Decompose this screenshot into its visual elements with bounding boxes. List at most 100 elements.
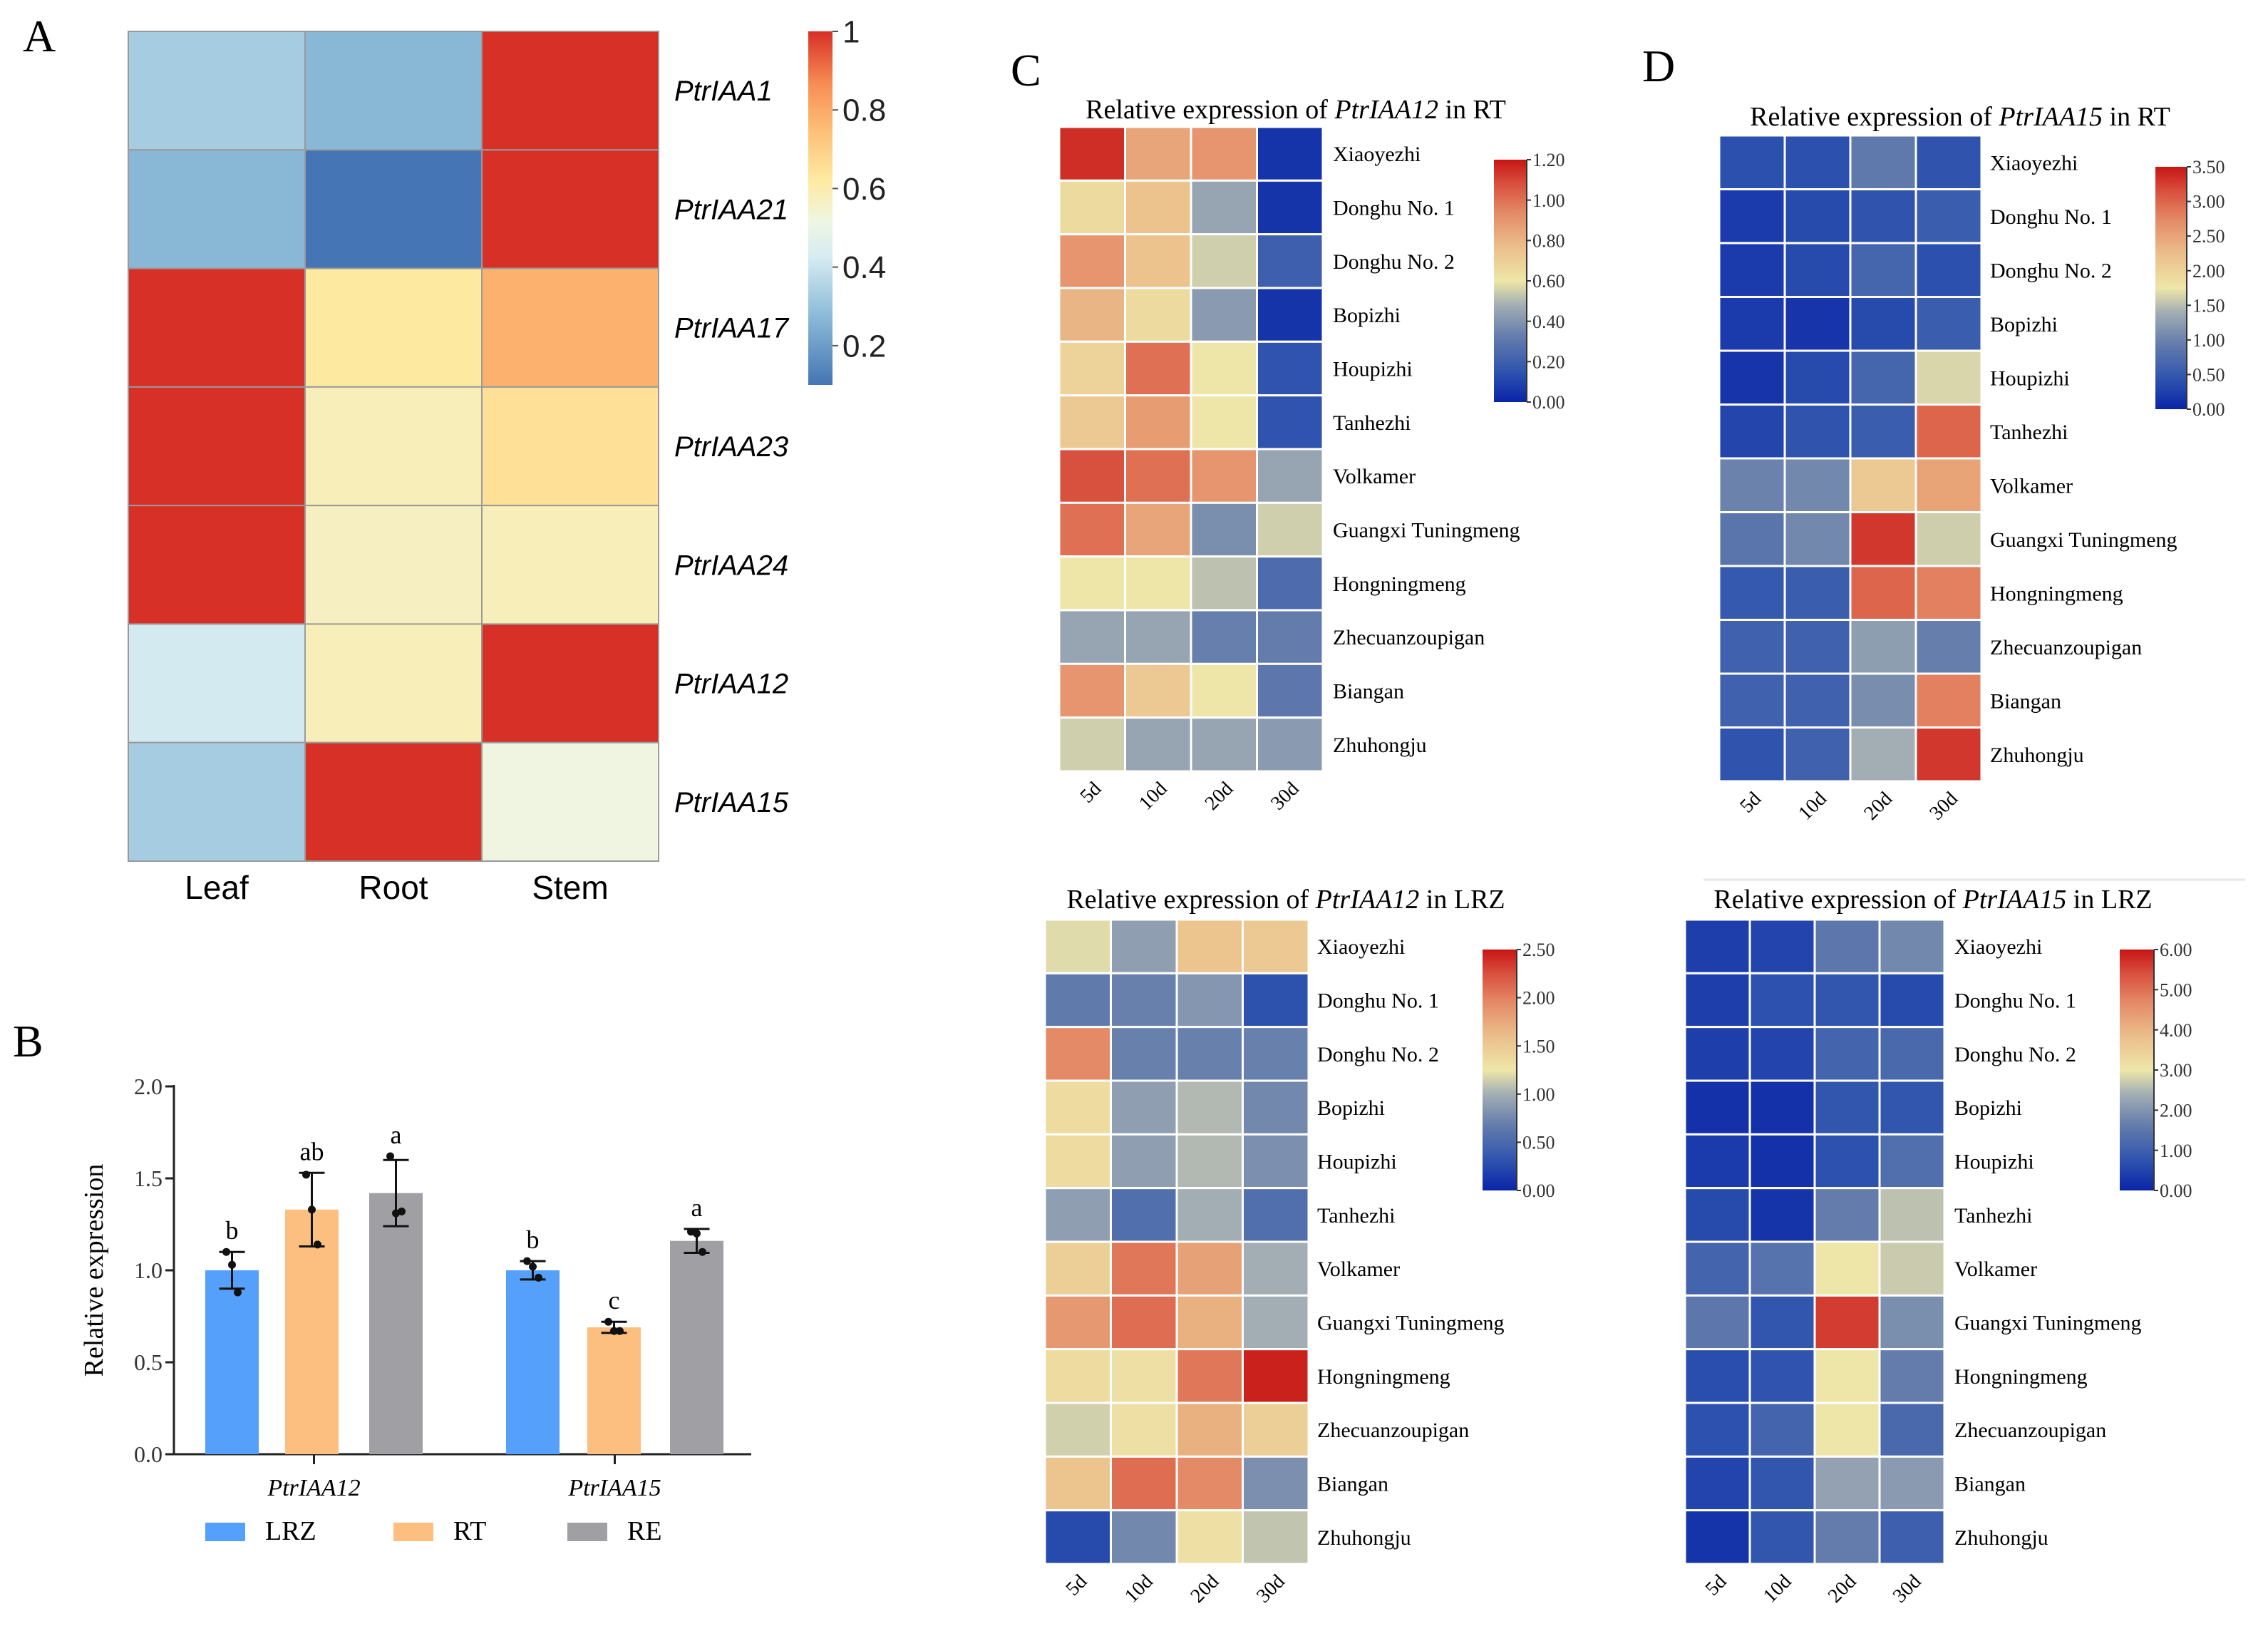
colorbar-tick-label: 2.50 — [1522, 940, 1555, 960]
heatmap-cell — [1242, 1133, 1310, 1190]
row-label: Tanhezhi — [1317, 1204, 1396, 1228]
data-point — [693, 1229, 701, 1238]
colorbar-tick-label: 0.8 — [842, 93, 886, 128]
heatmap-cell — [1175, 1026, 1244, 1082]
colorbar-tick-label: 6.00 — [2160, 940, 2192, 960]
heatmap-cell — [1718, 457, 1786, 513]
colorbar-tick-label: 0.50 — [2192, 365, 2225, 386]
title-prefix: Relative expression of — [1066, 885, 1315, 915]
row-label: Xiaoyezhi — [1954, 935, 2042, 959]
heatmap-cell — [1043, 918, 1112, 974]
heatmap-cell — [1110, 1133, 1178, 1190]
heatmap-cell — [1058, 394, 1126, 451]
row-label: PtrIAA1 — [674, 76, 773, 107]
row-label: Volkamer — [1333, 465, 1416, 488]
category-label: PtrIAA12 — [267, 1475, 360, 1501]
significance-letter: a — [691, 1193, 703, 1222]
heatmap-cell — [1124, 555, 1192, 612]
title-prefix: Relative expression of — [1713, 885, 1962, 915]
row-label: Guangxi Tuningmeng — [1317, 1312, 1505, 1335]
heatmap-cell — [1878, 1026, 1946, 1082]
heatmap-cell — [1124, 340, 1192, 397]
title-gene: PtrIAA12 — [1315, 885, 1420, 915]
panel-label-a: A — [23, 11, 56, 61]
row-label: Biangan — [1317, 1473, 1388, 1496]
heatmap-cell — [1813, 1455, 1881, 1512]
heatmap-cell — [1849, 403, 1917, 460]
heatmap-cell — [1813, 918, 1881, 974]
heatmap-cell — [1190, 179, 1258, 236]
heatmap-cell — [1914, 403, 1983, 460]
heatmap-cell — [1110, 1240, 1178, 1297]
row-label: Houpizhi — [1333, 358, 1413, 381]
bar-rt — [285, 1209, 339, 1454]
heatmap-cell — [1190, 662, 1258, 719]
heatmap-cell — [1914, 619, 1983, 675]
column-label: 5d — [1076, 778, 1105, 808]
title-gene: PtrIAA15 — [1998, 102, 2103, 132]
heatmap-cell — [1124, 233, 1192, 289]
significance-letter: ab — [300, 1137, 324, 1166]
heatmap-cell — [1783, 188, 1852, 245]
heatmap-cell — [1256, 394, 1324, 451]
bar-rt — [587, 1327, 641, 1454]
colorbar-tick-label: 1.50 — [1522, 1036, 1555, 1056]
column-label: 30d — [1925, 788, 1962, 825]
column-label: 5d — [1701, 1570, 1731, 1600]
colorbar-tick-label: 2.00 — [1522, 988, 1555, 1009]
column-label: 20d — [1187, 1570, 1224, 1607]
row-label: Guangxi Tuningmeng — [1990, 528, 2177, 552]
heatmap-cell — [1684, 1187, 1751, 1243]
colorbar-tick-label: 1 — [842, 14, 860, 49]
legend-label: RE — [627, 1516, 662, 1546]
heatmap-cell — [1914, 296, 1983, 352]
heatmap-cell — [1110, 972, 1178, 1029]
heatmap-cell — [304, 386, 483, 507]
column-label: 10d — [1120, 1570, 1158, 1607]
heatmap-d-bottom: Xiaoyezhi Donghu No. 1 Donghu No. 2 Bopizhi… — [1684, 885, 2192, 1607]
row-label: Hongningmeng — [1317, 1365, 1450, 1389]
row-label: Bopizhi — [1317, 1096, 1385, 1120]
column-label: 20d — [1201, 778, 1238, 815]
heatmap-cell — [1914, 565, 1983, 621]
heatmap-cell — [1124, 609, 1192, 665]
row-label: Volkamer — [1990, 474, 2073, 498]
row-label: Guangxi Tuningmeng — [1333, 519, 1520, 542]
heatmap-cell — [1718, 726, 1786, 783]
column-label: Leaf — [185, 869, 249, 906]
heatmap-cell — [1748, 1294, 1816, 1351]
heatmap-cell — [1718, 565, 1786, 621]
colorbar-tick-label: 0.50 — [1522, 1133, 1555, 1153]
colorbar-tick-label: 2.50 — [2192, 226, 2225, 247]
data-point — [314, 1240, 321, 1249]
row-label: Zhuhongju — [1954, 1526, 2048, 1550]
row-label: PtrIAA15 — [674, 787, 789, 818]
heatmap-cell — [1256, 501, 1324, 558]
heatmap-cell — [1718, 511, 1786, 567]
heatmap-cell — [1878, 1079, 1946, 1136]
row-label: Zhuhongju — [1990, 744, 2084, 767]
legend-swatch-re — [567, 1523, 607, 1541]
heatmap-cell — [1878, 972, 1946, 1029]
heatmap-cell — [1058, 501, 1126, 558]
heatmap-cell — [1849, 457, 1917, 513]
heatmap-cell — [1783, 403, 1852, 460]
column-label: 30d — [1252, 1570, 1289, 1607]
data-point — [616, 1327, 624, 1335]
heatmap-cell — [1043, 1079, 1112, 1136]
heatmap-cell — [1175, 972, 1244, 1029]
heatmap-cell — [1813, 1133, 1881, 1190]
heatmap-cell — [1190, 609, 1258, 665]
data-point — [308, 1205, 316, 1214]
heatmap-cell — [1058, 555, 1126, 612]
heatmap-cell — [1190, 555, 1258, 612]
heatmap-cell — [1242, 918, 1310, 974]
heatmap-cell — [1684, 1026, 1751, 1082]
column-label: 20d — [1824, 1570, 1861, 1607]
row-label: Bopizhi — [1954, 1096, 2022, 1120]
heatmap-cell — [481, 386, 659, 507]
colorbar-tick-label: 1.00 — [1522, 1084, 1555, 1105]
heatmap-cell — [1878, 1455, 1946, 1512]
data-point — [610, 1327, 618, 1335]
colorbar-tick-label: 0.00 — [2192, 399, 2225, 420]
